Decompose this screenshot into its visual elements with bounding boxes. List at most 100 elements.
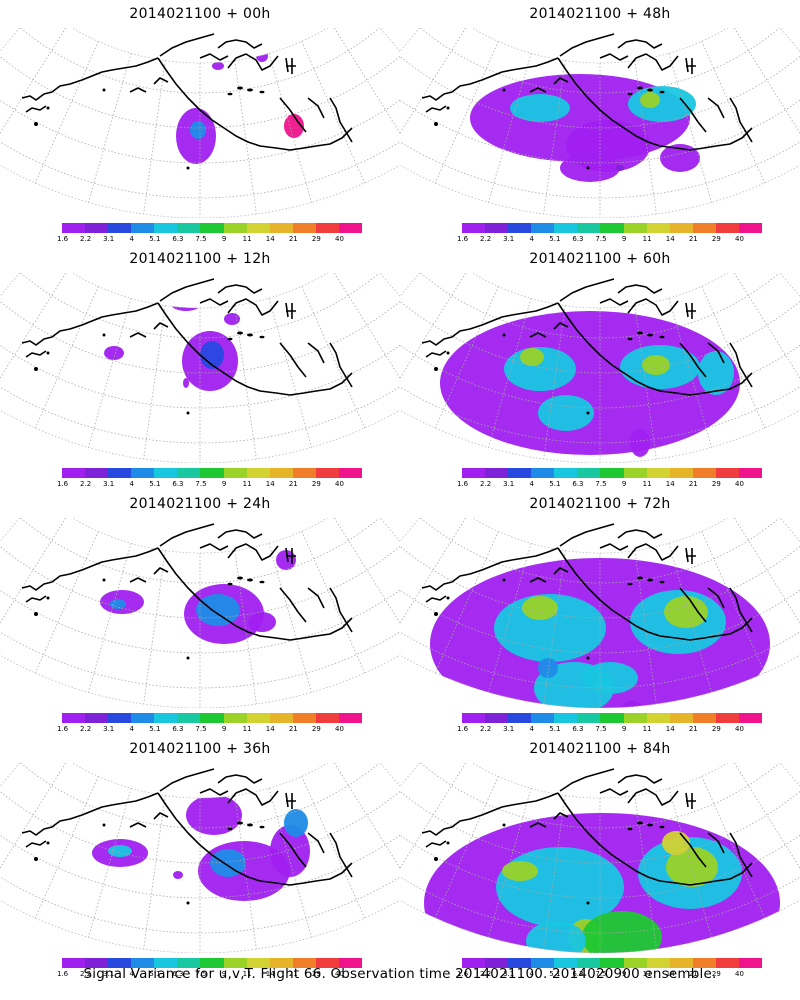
variance-region — [284, 114, 304, 138]
latitude-line — [400, 386, 800, 444]
variance-region — [630, 429, 650, 457]
colorbar-swatch — [577, 713, 601, 723]
colorbar-labels: 1.6 2.2 3.1 4 5.1 6.3 7.5 9 11 14 21 29 40 — [440, 480, 780, 490]
colorbar-swatch — [462, 713, 486, 723]
colorbar-tick-label: 4 — [129, 970, 134, 978]
latitude-line — [0, 545, 400, 619]
colorbar-tick-label: 14 — [265, 725, 275, 733]
longitude-line — [434, 776, 499, 919]
panel-title: 2014021100 + 12h — [129, 251, 271, 267]
colorbar-swatch — [108, 958, 132, 968]
longitude-line — [668, 788, 713, 938]
colorbar-tick-label: 9 — [221, 480, 227, 488]
colorbar-swatch — [692, 713, 716, 723]
colorbar-swatch — [508, 223, 532, 233]
longitude-line — [34, 776, 99, 919]
coastlines — [21, 768, 353, 886]
colorbar-swatch — [338, 958, 363, 968]
polar-map — [400, 763, 800, 953]
colorbar-swatch — [623, 713, 647, 723]
variance-region — [190, 121, 206, 139]
colorbar-swatch — [177, 223, 201, 233]
colorbar — [462, 468, 763, 478]
longitude-line — [234, 60, 257, 215]
variance-region — [170, 295, 202, 311]
colorbar-swatch — [531, 713, 555, 723]
colorbar-tick-label: 40 — [734, 480, 744, 488]
latitude-line — [400, 344, 800, 409]
colorbar-tick-label: 3.1 — [103, 235, 115, 243]
colorbar-swatch — [554, 468, 578, 478]
colorbar-swatch — [154, 468, 178, 478]
colorbar-tick-label: 14 — [265, 970, 275, 978]
longitude-line — [268, 298, 313, 448]
latitude-line — [400, 790, 800, 864]
colorbar-labels: 1.6 2.2 3.1 4 5.1 6.3 7.5 9 11 14 21 29 40 — [440, 725, 780, 735]
colorbar-tick-label: 29 — [311, 235, 321, 243]
colorbar-tick-label: 6.3 — [572, 480, 584, 488]
panel-title: 2014021100 + 84h — [529, 741, 671, 757]
colorbar-tick-label: 2.2 — [480, 970, 492, 978]
colorbar-swatch — [269, 223, 293, 233]
longitude-line — [333, 518, 400, 624]
longitude-line — [733, 518, 800, 624]
colorbar-tick-label: 9 — [221, 970, 227, 978]
latitude-line — [0, 631, 400, 689]
variance-region — [270, 825, 310, 877]
colorbar-swatch — [715, 958, 739, 968]
colorbar-tick-label: 2.2 — [80, 725, 92, 733]
colorbar-swatch — [177, 958, 201, 968]
variance-region — [642, 355, 670, 375]
colorbar-swatch — [223, 223, 247, 233]
latitude-line — [20, 273, 380, 339]
longitude-line — [434, 41, 499, 184]
colorbar-tick-label: 40 — [334, 725, 344, 733]
panel-title: 2014021100 + 24h — [129, 496, 271, 512]
polar-map — [400, 28, 800, 218]
colorbar-swatch — [246, 958, 270, 968]
longitude-line — [0, 763, 67, 869]
colorbar-tick-label: 21 — [688, 970, 698, 978]
variance-region — [510, 94, 570, 122]
longitude-line — [234, 795, 257, 950]
colorbar-swatch — [292, 958, 316, 968]
longitude-line — [701, 531, 766, 674]
colorbar-swatch — [200, 958, 224, 968]
longitude-line — [701, 41, 766, 184]
colorbar-swatch — [154, 713, 178, 723]
colorbar-tick-label: 9 — [621, 480, 627, 488]
colorbar-labels: 1.6 2.2 3.1 4 5.1 6.3 7.5 9 11 14 21 29 40 — [440, 970, 780, 980]
colorbar-swatch — [715, 713, 739, 723]
colorbar-swatch — [85, 223, 109, 233]
latitude-line — [400, 834, 800, 899]
colorbar-swatch — [646, 713, 670, 723]
colorbar-tick-label: 21 — [688, 235, 698, 243]
map-boundary — [400, 518, 800, 708]
colorbar-tick-label: 11 — [642, 235, 652, 243]
colorbar-tick-label: 7.5 — [195, 725, 207, 733]
latitude-line — [420, 518, 780, 584]
coastlines — [21, 33, 353, 151]
colorbar-tick-label: 7.5 — [195, 235, 207, 243]
colorbar-tick-label: 29 — [311, 970, 321, 978]
variance-region — [664, 596, 708, 628]
longitude-line — [668, 53, 713, 203]
colorbar-tick-label: 7.5 — [595, 725, 607, 733]
longitude-line — [301, 286, 366, 429]
colorbar-tick-label: 40 — [734, 970, 744, 978]
longitude-line — [400, 763, 467, 869]
longitude-line — [434, 531, 499, 674]
longitude-line — [34, 531, 99, 674]
colorbar-swatch — [223, 958, 247, 968]
variance-region — [560, 154, 620, 182]
colorbar-tick-label: 5.1 — [549, 970, 561, 978]
colorbar-tick-label: 9 — [621, 725, 627, 733]
coastlines — [21, 278, 353, 396]
colorbar-swatch — [738, 223, 763, 233]
colorbar-tick-label: 14 — [265, 235, 275, 243]
colorbar-labels: 1.6 2.2 3.1 4 5.1 6.3 7.5 9 11 14 21 29 40 — [40, 725, 380, 735]
variance-region — [582, 662, 638, 694]
longitude-line — [634, 795, 657, 950]
variance-region — [522, 596, 558, 620]
colorbar-swatch — [338, 713, 363, 723]
